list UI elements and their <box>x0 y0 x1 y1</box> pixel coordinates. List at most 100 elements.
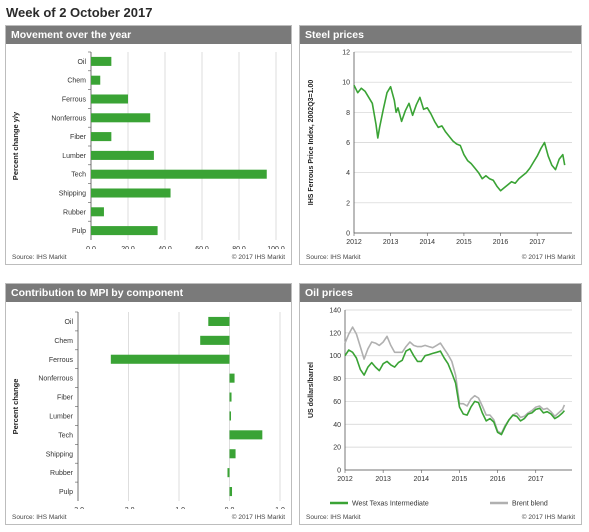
category-label: Nonferrous <box>51 115 86 122</box>
bar <box>229 392 232 402</box>
steel-panel: Steel prices 0 2 4 6 8 10 12 2012 2013 2014 2015 20… <box>299 25 582 265</box>
x-tick-label: 2012 <box>337 476 353 483</box>
bar <box>91 75 101 85</box>
category-label: Rubber <box>63 209 87 216</box>
x-tick-label: 2016 <box>490 476 506 483</box>
bar <box>91 226 158 236</box>
x-tick-label: 1.0 <box>275 507 285 509</box>
bar <box>91 132 112 142</box>
x-tick-label: 0.0 <box>225 507 235 509</box>
y-tick-label: 60 <box>333 399 341 406</box>
brent-blend-line <box>344 326 566 435</box>
y-tick-label: 2 <box>346 200 350 207</box>
category-label: Shipping <box>46 451 73 458</box>
oil-source: Source: IHS Markit <box>306 514 361 521</box>
x-tick-label: 2013 <box>375 476 391 483</box>
y-axis-label: US dollars/barrel <box>308 362 315 418</box>
x-tick-label: 2017 <box>529 239 545 246</box>
x-tick-label: 20.0 <box>121 246 135 249</box>
steel-source: Source: IHS Markit <box>306 254 361 261</box>
x-tick-label: -3.0 <box>72 507 84 509</box>
contribution-panel-title: Contribution to MPI by component <box>6 284 291 302</box>
category-label: Chem <box>54 338 73 345</box>
category-label: Chem <box>67 78 86 85</box>
x-tick-label: 2014 <box>419 239 435 246</box>
bar <box>229 487 233 497</box>
x-tick-label: 0.0 <box>86 246 96 249</box>
category-label: Tech <box>71 172 86 179</box>
page-title: Week of 2 October 2017 <box>6 5 153 20</box>
x-tick-label: -1.0 <box>173 507 185 509</box>
x-tick-label: 2012 <box>346 239 362 246</box>
y-tick-label: 140 <box>329 308 341 315</box>
category-label: Oil <box>77 59 86 66</box>
steel-copyright: © 2017 IHS Markit <box>521 254 575 261</box>
contribution-source: Source: IHS Markit <box>12 514 67 521</box>
y-tick-label: 6 <box>346 140 350 147</box>
oil-panel: Oil prices 0 20 40 60 80 100 120 140 2012 2013 201… <box>299 283 582 525</box>
x-tick-label: 2017 <box>528 476 544 483</box>
y-axis-label: Percent change y/y <box>11 111 20 180</box>
category-label: Nonferrous <box>38 376 73 383</box>
x-tick-label: -2.0 <box>122 507 134 509</box>
x-tick-label: 2013 <box>383 239 399 246</box>
legend-label-brent: Brent blend <box>512 501 548 508</box>
bar <box>227 468 230 478</box>
price-line <box>353 84 566 192</box>
category-label: Oil <box>64 319 73 326</box>
y-tick-label: 40 <box>333 422 341 429</box>
west-texas-intermediate-line <box>344 348 566 436</box>
category-label: Ferrous <box>62 97 87 104</box>
category-label: Fiber <box>70 134 87 141</box>
contribution-panel: Contribution to MPI by component -3.0 -2.… <box>5 283 292 525</box>
x-tick-label: 80.0 <box>232 246 246 249</box>
x-tick-label: 40.0 <box>158 246 172 249</box>
x-tick-label: 2014 <box>414 476 430 483</box>
y-tick-label: 100 <box>329 353 341 360</box>
legend-label-wti: West Texas Intermediate <box>352 501 429 508</box>
y-axis-label: Percent change <box>11 379 20 435</box>
bar <box>229 373 235 383</box>
oil-chart: 0 20 40 60 80 100 120 140 2012 2013 2014 2015 2016 20… <box>308 308 572 508</box>
bar <box>200 335 230 345</box>
y-tick-label: 12 <box>342 50 350 57</box>
bar <box>91 94 128 104</box>
x-tick-label: 2016 <box>493 239 509 246</box>
category-label: Shipping <box>59 191 86 198</box>
bar <box>91 188 171 198</box>
category-label: Tech <box>58 432 73 439</box>
x-tick-label: 2015 <box>456 239 472 246</box>
category-label: Pulp <box>59 489 73 496</box>
contribution-chart: -3.0 -2.0 -1.0 0.0 1.0 Oil Chem Ferrous Nonferro… <box>11 311 285 509</box>
bar <box>91 56 112 66</box>
x-tick-label: 100.0 <box>267 246 285 249</box>
steel-panel-title: Steel prices <box>300 26 581 44</box>
category-label: Ferrous <box>49 357 74 364</box>
y-tick-label: 8 <box>346 110 350 117</box>
contribution-copyright: © 2017 IHS Markit <box>231 514 285 521</box>
category-label: Pulp <box>72 228 86 235</box>
movement-panel: Movement over the year 0.0 20.0 40.0 60.0 80… <box>5 25 292 265</box>
bar <box>91 113 151 123</box>
y-tick-label: 20 <box>333 445 341 452</box>
oil-copyright: © 2017 IHS Markit <box>521 514 575 521</box>
y-tick-label: 4 <box>346 170 350 177</box>
category-label: Lumber <box>62 153 86 160</box>
y-tick-label: 10 <box>342 80 350 87</box>
x-tick-label: 2015 <box>452 476 468 483</box>
bar <box>208 316 230 326</box>
category-label: Fiber <box>57 395 74 402</box>
y-tick-label: 0 <box>337 468 341 475</box>
bar <box>229 449 236 459</box>
bar <box>91 169 267 179</box>
movement-panel-title: Movement over the year <box>6 26 291 44</box>
y-tick-label: 120 <box>329 330 341 337</box>
oil-panel-title: Oil prices <box>300 284 581 302</box>
y-axis-label: IHS Ferrous Price Index, 2002Q3=1.00 <box>308 80 315 206</box>
y-tick-label: 0 <box>346 231 350 238</box>
steel-chart: 0 2 4 6 8 10 12 2012 2013 2014 2015 2016 2017 IHS Fer… <box>308 50 572 246</box>
category-label: Lumber <box>49 413 73 420</box>
x-tick-label: 60.0 <box>195 246 209 249</box>
movement-source: Source: IHS Markit <box>12 254 67 261</box>
movement-chart: 0.0 20.0 40.0 60.0 80.0 100.0 Oil Chem Ferrous No… <box>11 51 285 249</box>
